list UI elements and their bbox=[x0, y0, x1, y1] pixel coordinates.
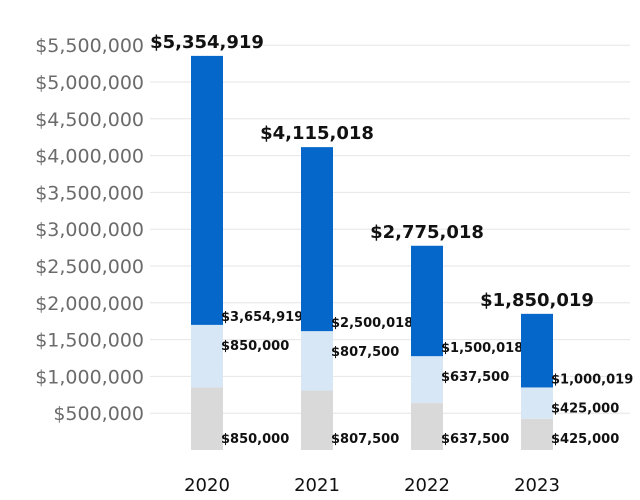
bar-segment-label: $3,654,919 bbox=[221, 310, 303, 325]
bar-segment-label: $1,500,018 bbox=[441, 341, 523, 356]
bar-segment-label: $425,000 bbox=[551, 401, 619, 416]
y-tick-label: $5,000,000 bbox=[35, 72, 144, 94]
bar-segment-label: $807,500 bbox=[331, 345, 399, 360]
bar-total-label: $2,775,018 bbox=[370, 222, 484, 243]
bar-segment-top bbox=[301, 147, 333, 332]
x-tick-label: 2021 bbox=[294, 475, 340, 496]
bar-total-label: $5,354,919 bbox=[150, 32, 264, 53]
y-tick-label: $3,500,000 bbox=[35, 182, 144, 204]
bar-segment-base bbox=[521, 418, 553, 450]
bar-segment-middle bbox=[301, 331, 333, 391]
y-tick-label: $1,500,000 bbox=[35, 330, 144, 352]
y-tick-label: $4,000,000 bbox=[35, 146, 144, 168]
bar-segment-label: $1,000,019 bbox=[551, 372, 633, 387]
y-tick-label: $1,000,000 bbox=[35, 366, 144, 388]
bar-segment-label: $807,500 bbox=[331, 432, 399, 447]
bar-segment-middle bbox=[191, 324, 223, 388]
y-tick-label: $3,000,000 bbox=[35, 219, 144, 241]
y-tick-label: $2,000,000 bbox=[35, 293, 144, 315]
bar-segment-middle bbox=[411, 356, 443, 404]
bar-segment-label: $637,500 bbox=[441, 370, 509, 385]
bar-segment-top bbox=[521, 313, 553, 388]
bar-segment-label: $850,000 bbox=[221, 339, 289, 354]
y-tick-label: $2,500,000 bbox=[35, 256, 144, 278]
y-tick-label: $500,000 bbox=[53, 403, 144, 425]
x-tick-label: 2020 bbox=[184, 475, 230, 496]
bar-segment-base bbox=[301, 390, 333, 450]
bar-segment-top bbox=[411, 245, 443, 357]
x-tick-label: 2022 bbox=[404, 475, 450, 496]
bar-segment-base bbox=[411, 403, 443, 450]
bar-segment-label: $425,000 bbox=[551, 432, 619, 447]
bar-segment-label: $850,000 bbox=[221, 432, 289, 447]
bar-segment-base bbox=[191, 387, 223, 450]
bar-total-label: $1,850,019 bbox=[480, 290, 594, 311]
y-tick-label: $5,500,000 bbox=[35, 35, 144, 57]
bar-segment-middle bbox=[521, 387, 553, 419]
bar-segment-top bbox=[191, 55, 223, 325]
bar-total-label: $4,115,018 bbox=[260, 123, 374, 144]
y-tick-label: $4,500,000 bbox=[35, 109, 144, 131]
bar-segment-label: $2,500,018 bbox=[331, 316, 413, 331]
x-tick-label: 2023 bbox=[514, 475, 560, 496]
bar-segment-label: $637,500 bbox=[441, 432, 509, 447]
